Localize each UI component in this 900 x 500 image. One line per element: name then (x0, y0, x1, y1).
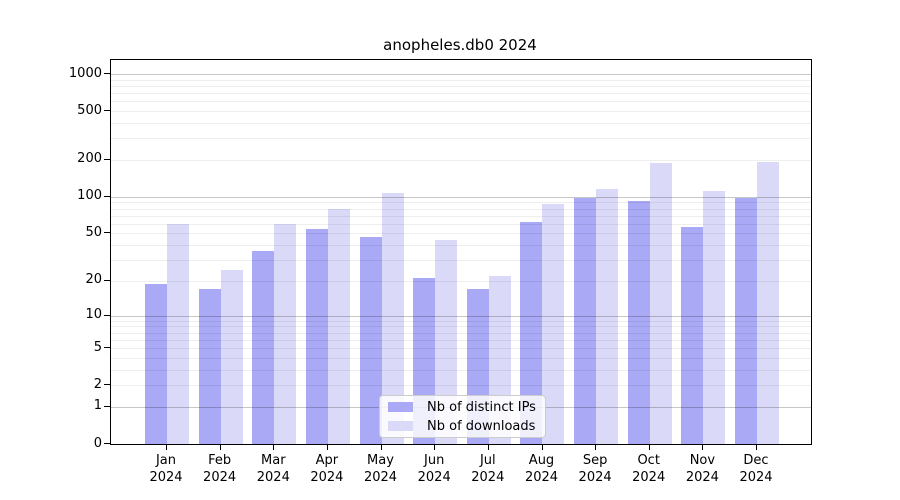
y-tick-200 (104, 158, 110, 160)
legend-item-distinct-ips: Nb of distinct IPs (380, 399, 545, 415)
bar-ips-nov (681, 226, 704, 444)
x-tick-jan (166, 444, 167, 450)
x-tick-dec (756, 444, 757, 450)
x-tick-label-aug: Aug 2024 (524, 453, 559, 485)
y-tick-label-10: 10 (85, 307, 102, 323)
x-tick-label-may: May 2024 (363, 453, 398, 485)
y-tick-5 (104, 347, 110, 348)
y-tick-label-1: 1 (93, 398, 102, 414)
y-tick-10 (104, 314, 110, 316)
bar-downloads-apr (327, 208, 350, 444)
y-tick-label-500: 500 (77, 102, 102, 118)
y-tick-0 (104, 443, 110, 444)
y-tick-2 (104, 384, 110, 386)
legend-swatch-downloads (388, 421, 413, 431)
bar-ips-oct (627, 201, 650, 444)
y-tick-label-200: 200 (77, 151, 102, 167)
chart-title: anopheles.db0 2024 (383, 36, 537, 54)
x-tick-label-nov: Nov 2024 (685, 453, 719, 485)
bar-downloads-mar (274, 223, 297, 444)
y-tick-label-0: 0 (93, 435, 102, 451)
y-tick-label-100: 100 (77, 188, 102, 204)
legend-swatch-distinct-ips (388, 402, 413, 412)
bars-layer (111, 60, 811, 444)
y-tick-label-1000: 1000 (68, 65, 102, 81)
x-tick-oct (648, 444, 650, 450)
x-tick-nov (702, 444, 704, 450)
x-tick-label-oct: Oct 2024 (632, 453, 666, 485)
legend-label-distinct-ips: Nb of distinct IPs (427, 399, 536, 415)
x-tick-aug (541, 444, 543, 450)
bar-downloads-dec (756, 161, 779, 444)
y-tick-label-2: 2 (93, 376, 102, 392)
x-tick-label-feb: Feb 2024 (203, 453, 237, 485)
x-tick-label-sep: Sep 2024 (578, 453, 612, 485)
bar-ips-mar (252, 250, 275, 444)
y-tick-1000 (104, 73, 110, 74)
legend-item-downloads: Nb of downloads (380, 418, 545, 434)
bar-downloads-sep (596, 188, 619, 444)
x-tick-label-jan: Jan 2024 (149, 453, 183, 485)
y-tick-50 (104, 232, 110, 234)
x-tick-label-jun: Jun 2024 (417, 453, 451, 485)
bar-ips-feb (198, 289, 221, 444)
y-tick-label-5: 5 (93, 339, 102, 355)
x-tick-label-jul: Jul 2024 (471, 453, 505, 485)
bar-downloads-nov (703, 190, 726, 444)
x-tick-label-apr: Apr 2024 (310, 453, 344, 485)
x-tick-label-mar: Mar 2024 (256, 453, 290, 485)
bar-ips-dec (734, 198, 757, 444)
bar-downloads-jun (435, 240, 458, 444)
plot-area: Nb of distinct IPs Nb of downloads (110, 59, 812, 445)
bar-downloads-may (381, 192, 404, 444)
x-tick-jul (487, 444, 489, 450)
y-tick-label-20: 20 (85, 272, 102, 288)
legend: Nb of distinct IPs Nb of downloads (379, 395, 546, 438)
x-tick-sep (595, 444, 597, 450)
bar-ips-aug (520, 222, 543, 444)
x-tick-mar (273, 444, 275, 450)
bar-ips-jan (145, 283, 167, 444)
bar-downloads-jan (167, 223, 189, 444)
x-tick-feb (219, 444, 221, 450)
bar-ips-sep (574, 197, 597, 444)
bar-downloads-oct (649, 163, 672, 444)
y-tick-500 (104, 110, 110, 111)
bar-downloads-feb (220, 269, 243, 444)
bar-ips-apr (305, 229, 328, 444)
legend-label-downloads: Nb of downloads (427, 418, 536, 434)
x-tick-label-dec: Dec 2024 (739, 453, 773, 485)
bar-ips-may (359, 236, 382, 444)
y-tick-1 (104, 405, 110, 407)
y-tick-label-50: 50 (85, 224, 102, 240)
bar-downloads-aug (542, 204, 565, 444)
x-tick-may (380, 444, 382, 450)
y-tick-100 (104, 195, 110, 197)
x-tick-apr (326, 444, 328, 450)
y-tick-20 (104, 279, 110, 281)
x-tick-jun (434, 444, 436, 450)
